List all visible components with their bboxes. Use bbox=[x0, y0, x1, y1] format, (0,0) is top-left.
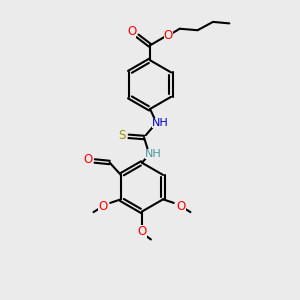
Text: S: S bbox=[118, 129, 126, 142]
Text: O: O bbox=[164, 29, 173, 42]
Text: O: O bbox=[127, 25, 136, 38]
Text: O: O bbox=[98, 200, 108, 213]
Text: NH: NH bbox=[152, 118, 169, 128]
Text: NH: NH bbox=[145, 148, 162, 159]
Text: O: O bbox=[83, 153, 93, 166]
Text: O: O bbox=[176, 200, 185, 213]
Text: O: O bbox=[137, 225, 147, 238]
